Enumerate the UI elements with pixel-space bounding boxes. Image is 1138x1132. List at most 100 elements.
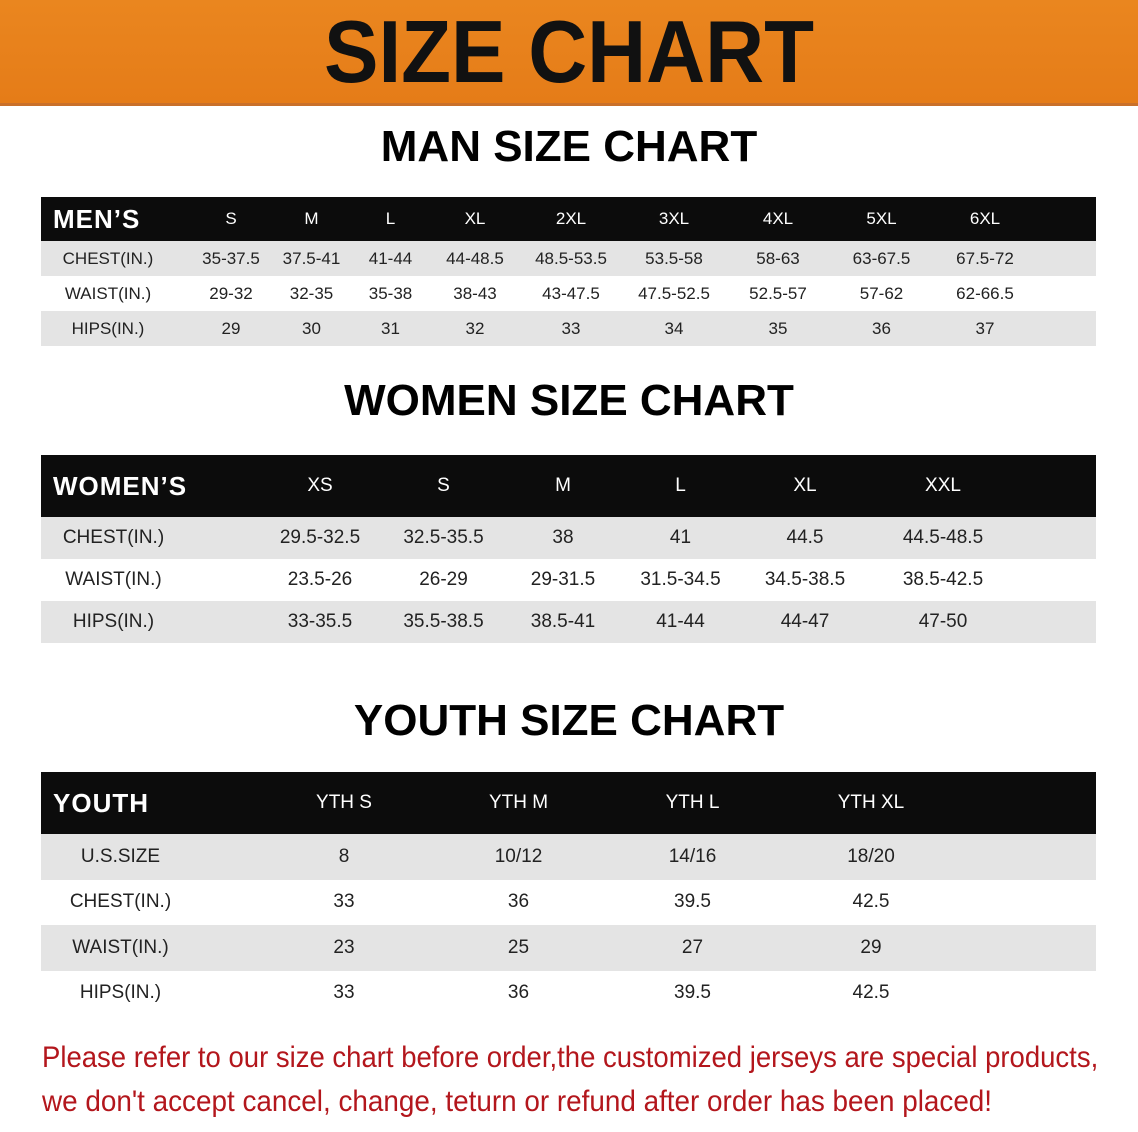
measurement-cell: 63-67.5 [852, 248, 911, 268]
table-header-row: MEN’S S M L XL 2XL 3XL 4XL 5XL 6XL [41, 197, 1096, 241]
size-header: M [555, 475, 571, 496]
measurement-cell: 31.5-34.5 [640, 569, 721, 590]
measurement-cell: 44-48.5 [446, 248, 504, 268]
men-section-title: MAN SIZE CHART [380, 122, 758, 171]
measurement-cell: 29 [221, 318, 241, 338]
measurement-cell: 58-63 [756, 248, 800, 268]
measurement-cell: 38-43 [453, 283, 497, 303]
measurement-cell: 41-44 [368, 248, 413, 268]
measurement-cell: 44-47 [780, 611, 830, 632]
size-header: 4XL [762, 209, 794, 228]
size-header: 2XL [555, 209, 587, 228]
measurement-cell: 29.5-32.5 [279, 527, 361, 548]
table-row: CHEST(IN.) 33 36 39.5 42.5 [41, 879, 1096, 925]
size-header: YTH M [488, 792, 549, 813]
banner: SIZE CHART [0, 0, 1138, 106]
row-label: CHEST(IN.) [69, 891, 172, 913]
measurement-cell: 34 [664, 318, 684, 338]
measurement-cell: 29-31.5 [530, 569, 596, 590]
measurement-cell: 42.5 [852, 982, 890, 1004]
measurement-cell: 38.5-41 [530, 611, 596, 632]
table-row: WAIST(IN.) 29-32 32-35 35-38 38-43 43-47.5 47.… [41, 276, 1096, 311]
table-row: CHEST(IN.) 29.5-32.5 32.5-35.5 38 41 44.5 44.5… [41, 517, 1096, 559]
row-label: HIPS(IN.) [72, 611, 155, 632]
measurement-cell: 43-47.5 [542, 283, 600, 303]
measurement-cell: 44.5-48.5 [902, 527, 984, 548]
row-label: CHEST(IN.) [62, 248, 154, 268]
women-size-table: WOMEN’S XS S M L XL XXL CHEST(IN.) 29.5-32.5 32.5… [41, 455, 1096, 643]
measurement-cell: 67.5-72 [956, 248, 1014, 268]
measurement-cell: 10/12 [494, 845, 543, 867]
measurement-cell: 38.5-42.5 [902, 569, 984, 590]
row-label: U.S.SIZE [80, 845, 161, 867]
measurement-cell: 36 [872, 318, 891, 338]
measurement-cell: 29 [860, 936, 882, 958]
table-row: U.S.SIZE 8 10/12 14/16 18/20 [41, 834, 1096, 880]
measurement-cell: 62-66.5 [956, 283, 1014, 303]
measurement-cell: 23.5-26 [287, 569, 353, 590]
table-header-label: WOMEN’S [53, 470, 188, 501]
measurement-cell: 57-62 [859, 283, 904, 303]
size-header: XS [307, 475, 333, 496]
measurement-cell: 32-35 [289, 283, 334, 303]
measurement-cell: 52.5-57 [749, 283, 807, 303]
measurement-cell: 33 [561, 318, 581, 338]
table-row: HIPS(IN.) 33 36 39.5 42.5 [41, 970, 1096, 1016]
measurement-cell: 25 [507, 936, 530, 958]
measurement-cell: 38 [552, 527, 574, 548]
size-header: L [385, 209, 396, 228]
measurement-cell: 36 [507, 982, 530, 1004]
table-row: WAIST(IN.) 23 25 27 29 [41, 925, 1096, 971]
size-header: S [225, 209, 237, 228]
measurement-cell: 30 [302, 318, 321, 338]
measurement-cell: 41-44 [656, 611, 705, 632]
size-header: 3XL [658, 209, 690, 228]
measurement-cell: 39.5 [674, 982, 711, 1004]
table-header-row: WOMEN’S XS S M L XL XXL [41, 455, 1096, 517]
size-header: XXL [925, 475, 961, 496]
youth-size-table: YOUTH YTH S YTH M YTH L YTH XL U.S.SIZE 8 10/12… [41, 772, 1096, 1016]
measurement-cell: 31 [381, 318, 400, 338]
row-label: WAIST(IN.) [72, 936, 169, 958]
table-row: WAIST(IN.) 23.5-26 26-29 29-31.5 31.5-34.5 34… [41, 559, 1096, 601]
measurement-cell: 14/16 [668, 845, 717, 867]
table-header-label: MEN’S [53, 203, 141, 234]
table-header-label: YOUTH [53, 787, 149, 818]
row-label: HIPS(IN.) [79, 982, 162, 1004]
size-header: S [437, 475, 450, 496]
measurement-cell: 35 [768, 318, 788, 338]
measurement-cell: 33 [333, 982, 355, 1004]
size-header: XL [464, 209, 486, 228]
size-header: YTH S [316, 792, 372, 813]
size-header: YTH L [665, 792, 720, 813]
row-label: HIPS(IN.) [71, 318, 145, 338]
measurement-cell: 32 [465, 318, 485, 338]
men-size-table: MEN’S S M L XL 2XL 3XL 4XL 5XL 6XL CHEST(IN.) 35-37… [41, 197, 1096, 346]
row-label: WAIST(IN.) [64, 283, 152, 303]
size-header: YTH XL [837, 792, 905, 813]
measurement-cell: 23 [333, 936, 355, 958]
measurement-cell: 47.5-52.5 [638, 283, 710, 303]
size-header: XL [793, 475, 817, 496]
banner-title: SIZE CHART [324, 2, 814, 101]
measurement-cell: 53.5-58 [645, 248, 703, 268]
measurement-cell: 48.5-53.5 [535, 248, 607, 268]
table-header-row: YOUTH YTH S YTH M YTH L YTH XL [41, 772, 1096, 834]
measurement-cell: 41 [669, 527, 692, 548]
measurement-cell: 37 [975, 318, 995, 338]
row-label: CHEST(IN.) [62, 527, 165, 548]
measurement-cell: 47-50 [918, 611, 968, 632]
table-row: HIPS(IN.) 33-35.5 35.5-38.5 38.5-41 41-44 44-… [41, 601, 1096, 643]
size-header: M [304, 209, 319, 228]
size-header: 5XL [866, 209, 897, 228]
measurement-cell: 35-38 [368, 283, 413, 303]
measurement-cell: 26-29 [419, 569, 468, 590]
notice-line-2: we don't accept cancel, change, teturn o… [42, 1085, 993, 1118]
youth-section-title: YOUTH SIZE CHART [353, 696, 785, 745]
measurement-cell: 37.5-41 [282, 248, 341, 268]
measurement-cell: 44.5 [786, 527, 824, 548]
measurement-cell: 35.5-38.5 [403, 611, 484, 632]
size-header: 6XL [969, 209, 1001, 228]
measurement-cell: 36 [507, 891, 530, 913]
size-header: L [675, 475, 686, 496]
